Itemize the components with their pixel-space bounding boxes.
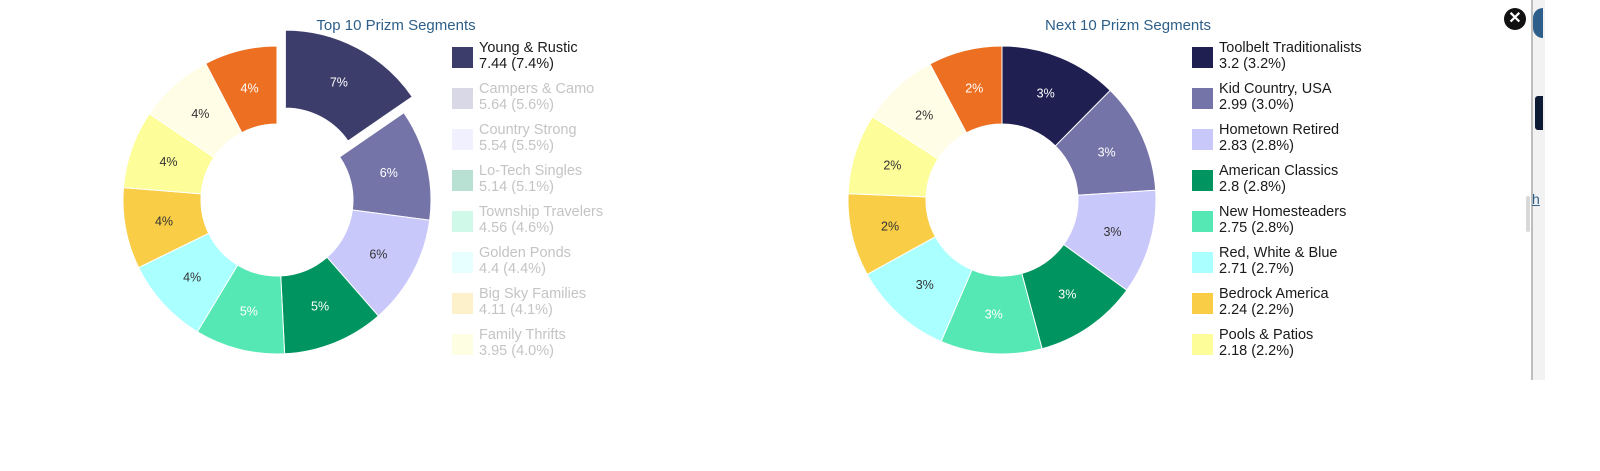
legend-segment-name: Young & Rustic	[479, 40, 578, 56]
legend-segment-value: 3.95 (4.0%)	[479, 343, 554, 359]
background-button-edge	[1535, 96, 1543, 130]
legend-segment-value: 2.8 (2.8%)	[1219, 179, 1286, 195]
legend-segment-name: Bedrock America	[1219, 286, 1329, 302]
legend-label: Lo-Tech Singles 5.14 (5.1%)	[479, 163, 582, 195]
legend-swatch	[1192, 170, 1213, 191]
legend-segment-value: 5.14 (5.1%)	[479, 179, 554, 195]
legend-segment-name: Campers & Camo	[479, 81, 595, 97]
legend-label: Golden Ponds 4.4 (4.4%)	[479, 245, 571, 277]
legend-label: New Homesteaders 2.75 (2.8%)	[1219, 204, 1346, 236]
next-10-chart-panel: Next 10 Prizm Segments 3% 3% 3% 3% 3% 3% 2% 2% 2…	[760, 0, 1520, 380]
slice-percent-label: 3%	[1058, 288, 1076, 302]
background-avatar-edge	[1533, 8, 1543, 38]
legend-segment-name: Township Travelers	[479, 204, 604, 220]
slice-percent-label: 3%	[985, 308, 1003, 322]
slice-percent-label: 4%	[155, 214, 173, 228]
legend-segment-name: Country Strong	[479, 122, 577, 138]
donut-chart-next-10: 3% 3% 3% 3% 3% 3% 2% 2% 2% 2%	[847, 45, 1157, 355]
legend-segment-value: 7.44 (7.4%)	[479, 56, 554, 72]
top-10-chart-panel: Top 10 Prizm Segments 7% 6% 6% 5% 5% 4% 4% 4% 4%…	[0, 0, 760, 380]
legend-segment-name: Pools & Patios	[1219, 327, 1314, 343]
legend-segment-name: Toolbelt Traditionalists	[1219, 40, 1362, 56]
slice-percent-label: 4%	[191, 107, 209, 121]
legend-swatch	[452, 293, 473, 314]
legend-segment-value: 4.11 (4.1%)	[479, 302, 553, 318]
legend-swatch	[1192, 47, 1213, 68]
legend-swatch	[452, 334, 473, 355]
background-page-edge	[1531, 0, 1545, 380]
legend-segment-value: 2.24 (2.2%)	[1219, 302, 1294, 318]
scrollbar-thumb[interactable]	[1526, 196, 1530, 232]
legend-segment-name: Family Thrifts	[479, 327, 566, 343]
legend-swatch	[452, 47, 473, 68]
legend-segment-value: 3.2 (3.2%)	[1219, 56, 1286, 72]
slice-percent-label: 6%	[380, 166, 398, 180]
legend-segment-name: Big Sky Families	[479, 286, 587, 302]
legend-segment-name: Kid Country, USA	[1219, 81, 1332, 97]
legend-swatch	[1192, 129, 1213, 150]
legend-label: Township Travelers 4.56 (4.6%)	[479, 204, 603, 236]
slice-percent-label: 7%	[330, 75, 348, 89]
legend-segment-value: 4.56 (4.6%)	[479, 220, 554, 236]
chart-title: Top 10 Prizm Segments	[316, 17, 476, 34]
legend-swatch	[1192, 334, 1213, 355]
chart-title: Next 10 Prizm Segments	[1045, 17, 1211, 34]
pie-slice[interactable]	[284, 29, 413, 142]
legend-segment-value: 4.4 (4.4%)	[479, 261, 546, 277]
slice-percent-label: 2%	[881, 219, 899, 233]
legend-segment-name: Lo-Tech Singles	[479, 163, 583, 179]
legend-segment-name: Golden Ponds	[479, 245, 571, 261]
legend-segment-value: 2.71 (2.7%)	[1219, 261, 1294, 277]
donut-chart-top-10: 7% 6% 6% 5% 5% 4% 4% 4% 4% 4%	[122, 29, 432, 355]
legend-swatch	[452, 88, 473, 109]
legend-segment-value: 5.54 (5.5%)	[479, 138, 554, 154]
legend-label: Hometown Retired 2.83 (2.8%)	[1219, 122, 1339, 154]
slice-percent-label: 3%	[1037, 87, 1055, 101]
legend-swatch	[1192, 88, 1213, 109]
slice-percent-label: 4%	[183, 271, 201, 285]
legend-label: Kid Country, USA 2.99 (3.0%)	[1219, 81, 1332, 113]
pie-slice[interactable]	[929, 45, 1003, 134]
legend-swatch	[1192, 211, 1213, 232]
legend-swatch	[1192, 252, 1213, 273]
pie-slice[interactable]	[205, 45, 278, 134]
legend-swatch	[1192, 293, 1213, 314]
slice-percent-label: 6%	[369, 247, 387, 261]
slice-percent-label: 3%	[1103, 225, 1121, 239]
slice-percent-label: 2%	[965, 81, 983, 95]
close-icon[interactable]: ✕	[1504, 8, 1526, 30]
legend-label: Pools & Patios 2.18 (2.2%)	[1219, 327, 1313, 359]
legend-segment-name: American Classics	[1219, 163, 1339, 179]
legend-label: Country Strong 5.54 (5.5%)	[479, 122, 577, 154]
background-link-edge[interactable]: h	[1532, 191, 1540, 207]
legend-segment-name: New Homesteaders	[1219, 204, 1347, 220]
slice-percent-label: 4%	[241, 81, 259, 95]
legend-swatch	[452, 170, 473, 191]
legend-segment-value: 2.18 (2.2%)	[1219, 343, 1294, 359]
legend-label: Young & Rustic 7.44 (7.4%)	[479, 40, 578, 72]
slice-percent-label: 4%	[159, 155, 177, 169]
legend-label: American Classics 2.8 (2.8%)	[1219, 163, 1338, 195]
legend-segment-name: Red, White & Blue	[1219, 245, 1338, 261]
legend-label: Campers & Camo 5.64 (5.6%)	[479, 81, 594, 113]
slice-percent-label: 5%	[240, 305, 258, 319]
legend-label: Red, White & Blue 2.71 (2.7%)	[1219, 245, 1337, 277]
legend-swatch	[452, 211, 473, 232]
slice-percent-label: 5%	[311, 300, 329, 314]
legend-swatch	[452, 252, 473, 273]
legend-segment-name: Hometown Retired	[1219, 122, 1340, 138]
slice-percent-label: 2%	[883, 158, 901, 172]
legend-segment-value: 2.83 (2.8%)	[1219, 138, 1294, 154]
slice-percent-label: 3%	[916, 278, 934, 292]
slice-percent-label: 2%	[915, 108, 933, 122]
legend-swatch	[452, 129, 473, 150]
legend-label: Family Thrifts 3.95 (4.0%)	[479, 327, 566, 359]
legend-segment-value: 5.64 (5.6%)	[479, 97, 554, 113]
legend-label: Toolbelt Traditionalists 3.2 (3.2%)	[1219, 40, 1362, 72]
legend-segment-value: 2.75 (2.8%)	[1219, 220, 1294, 236]
legend-label: Bedrock America 2.24 (2.2%)	[1219, 286, 1329, 318]
slice-percent-label: 3%	[1098, 145, 1116, 159]
legend-label: Big Sky Families 4.11 (4.1%)	[479, 286, 586, 318]
legend-segment-value: 2.99 (3.0%)	[1219, 97, 1294, 113]
